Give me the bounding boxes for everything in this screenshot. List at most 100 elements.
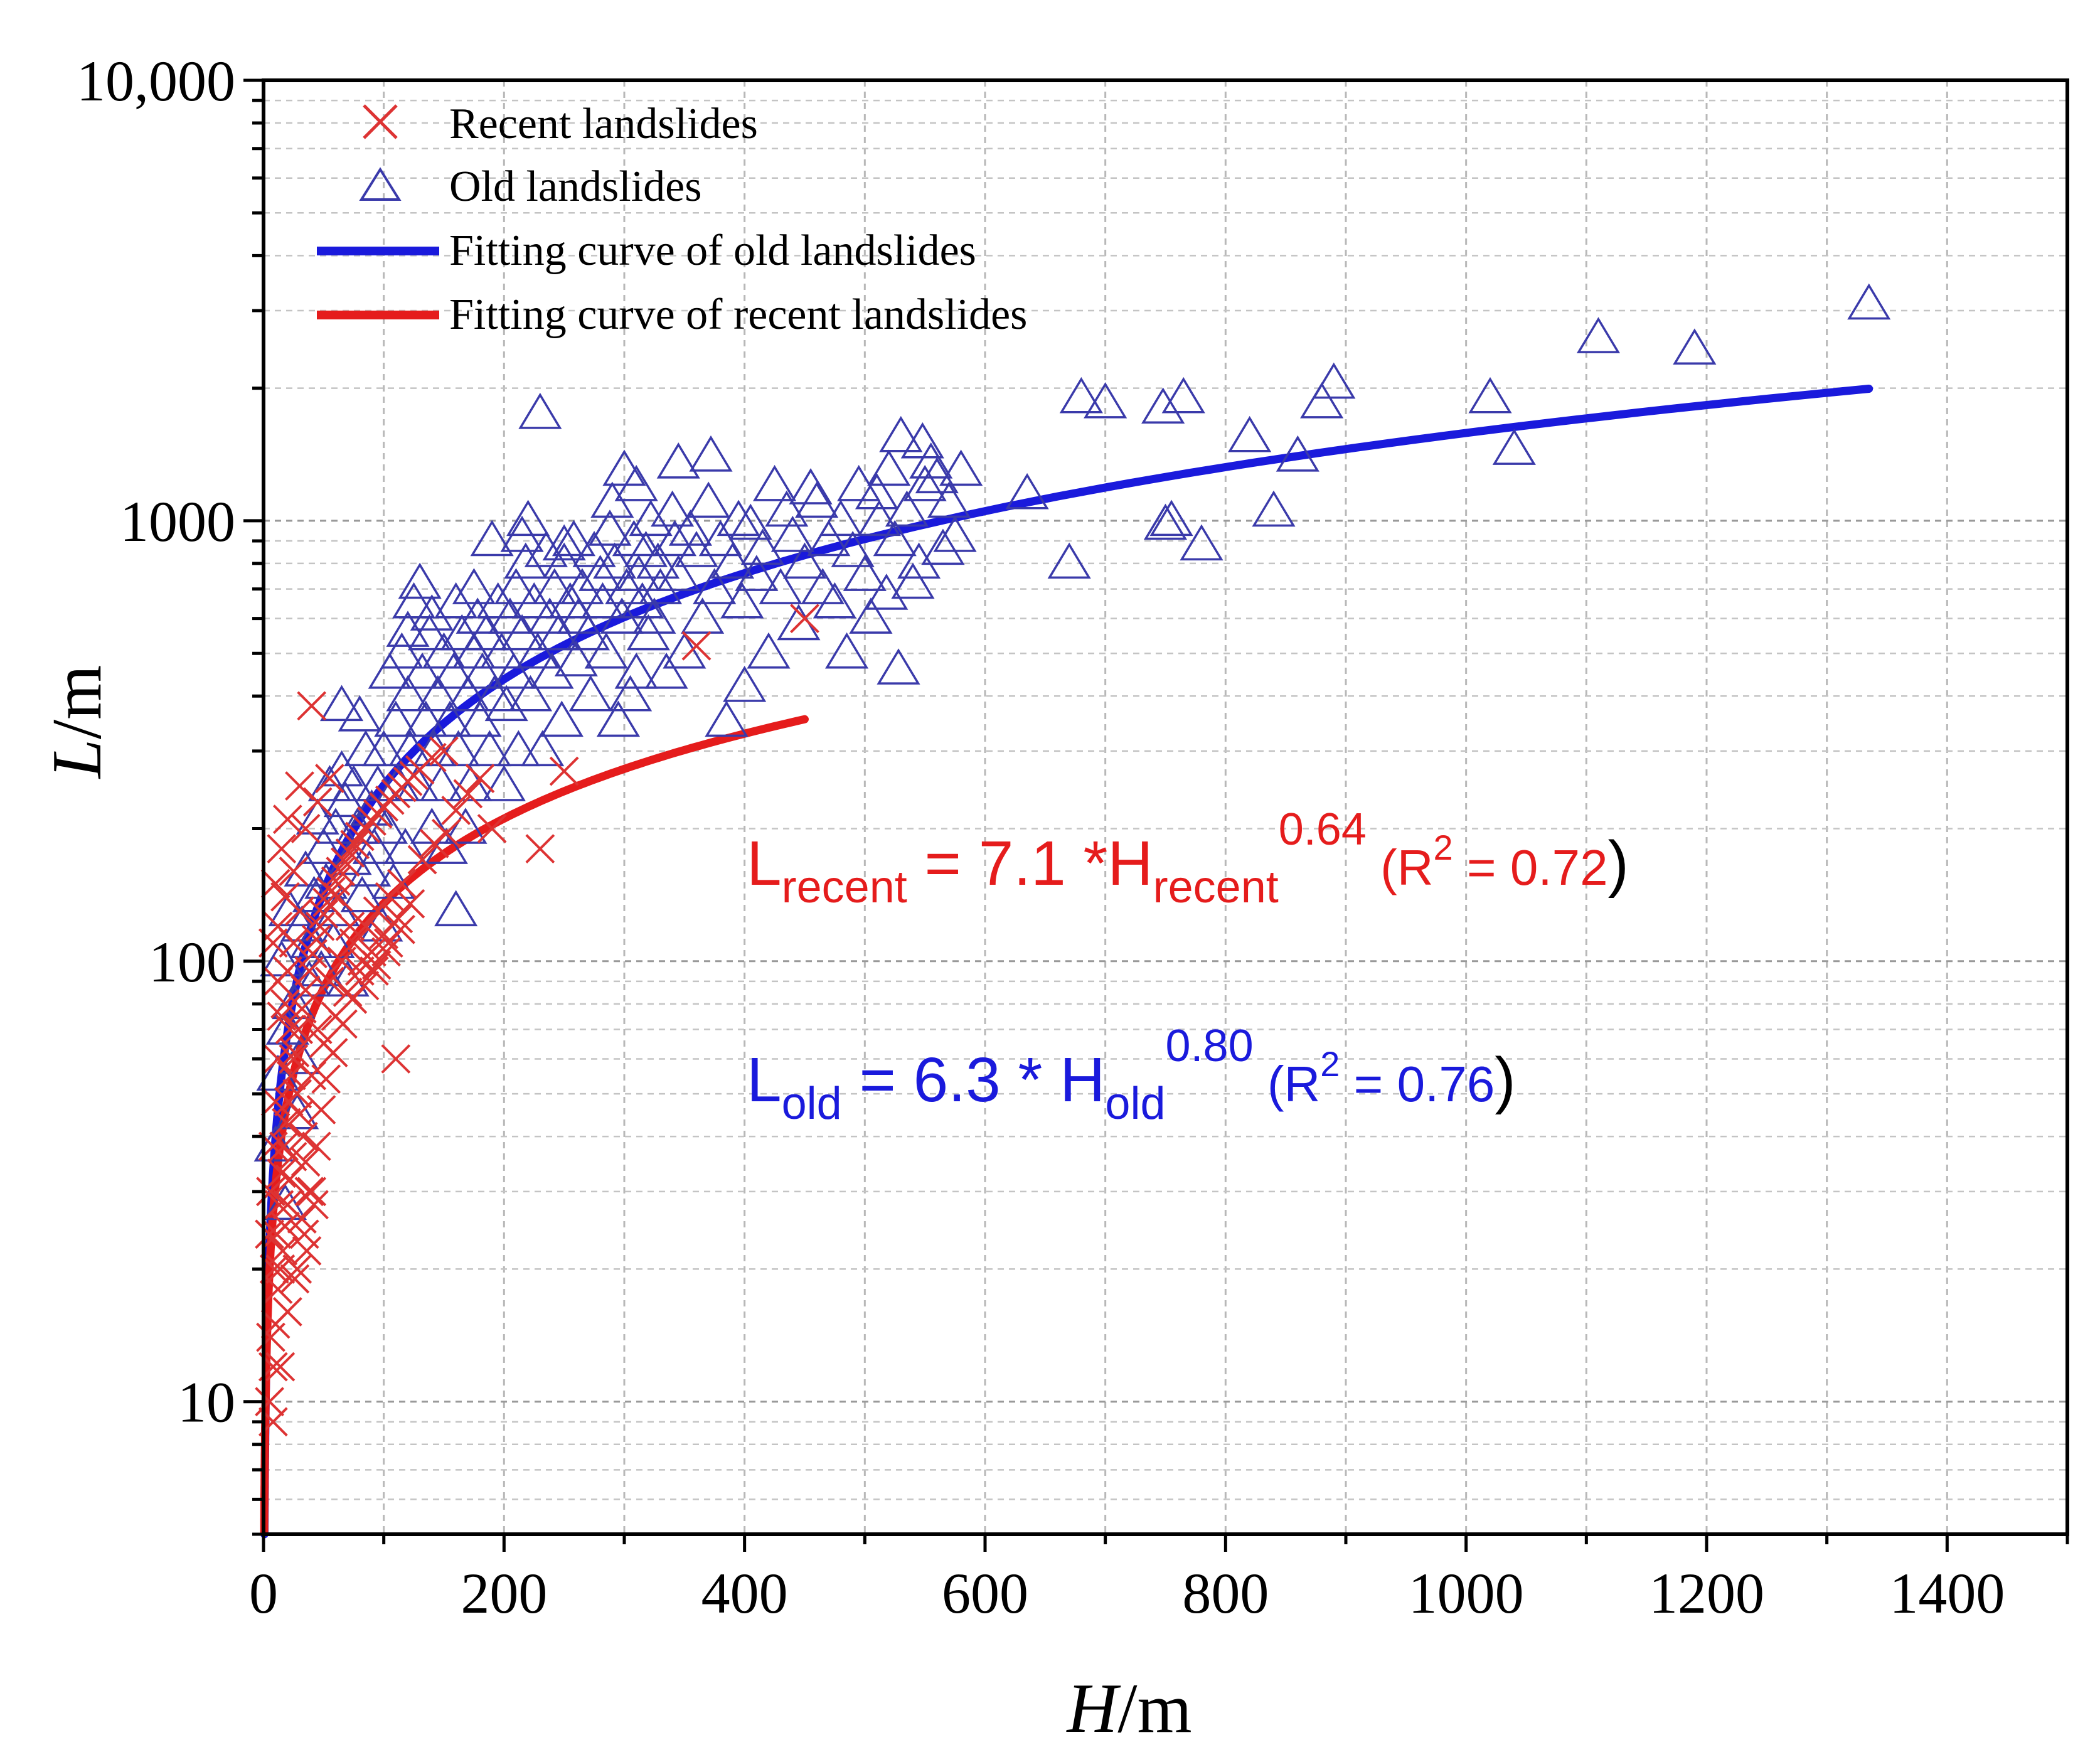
recent-landslide-point: [441, 796, 471, 825]
recent-point-stroke: [268, 1236, 298, 1266]
old-landslide-point: [540, 700, 584, 737]
recent-landslide-point: [280, 1264, 310, 1294]
old-landslide-point: [1847, 283, 1891, 320]
old-landslide-point: [915, 457, 959, 494]
recent-landslide-point: [381, 1044, 411, 1074]
old-landslide-point: [656, 442, 700, 479]
old-landslide-point: [873, 520, 917, 557]
recent-point-stroke: [387, 868, 417, 899]
eq-recent-r-exp: 2: [1434, 828, 1453, 867]
recent-landslide-point: [335, 838, 365, 868]
x-tick-label: 600: [942, 1561, 1028, 1625]
recent-point-stroke: [255, 1219, 284, 1249]
old-landslide-point: [398, 562, 442, 599]
recent-landslide-point: [309, 899, 339, 929]
old-landslide-point: [865, 574, 909, 610]
legend-label-recent-fit: Fitting curve of recent landslides: [449, 291, 1027, 339]
recent-landslide-point: [272, 956, 302, 986]
y-tick-label: 1000: [120, 489, 235, 553]
old-landslide-point: [472, 675, 516, 712]
recent-landslide-point: [312, 887, 342, 917]
old-landslide-point: [388, 730, 432, 767]
old-landslide-point: [580, 582, 625, 619]
eq-old-sub2: old: [1105, 1079, 1165, 1129]
old-landslide-point: [663, 632, 706, 669]
old-landslide-point: [596, 700, 641, 737]
recent-landslide-point: [264, 1190, 294, 1220]
old-landslide-point: [837, 464, 881, 501]
recent-landslide-point: [285, 771, 314, 801]
old-landslide-point: [693, 568, 737, 604]
recent-point-stroke: [318, 1038, 348, 1067]
recent-landslide-point: [275, 1015, 305, 1044]
old-landslide-point: [710, 542, 755, 579]
recent-point-stroke: [327, 946, 356, 976]
old-landslide-point: [344, 730, 388, 767]
recent-point-stroke: [272, 1108, 301, 1138]
old-landslide-point: [638, 568, 683, 604]
old-landslide-point: [311, 922, 355, 959]
old-landslide-point: [470, 520, 514, 557]
old-landslide-point: [449, 765, 493, 801]
old-landslide-point: [656, 555, 700, 591]
recent-point-stroke: [299, 1190, 329, 1220]
recent-landslide-point: [344, 821, 375, 852]
recent-landslide-point: [349, 971, 380, 1001]
recent-point-stroke: [315, 764, 344, 793]
recent-point-stroke: [290, 814, 321, 843]
x-tick-label: 1400: [1889, 1561, 2005, 1625]
recent-point-stroke: [255, 1387, 284, 1417]
old-landslide-point: [636, 542, 680, 579]
old-landslide-point: [302, 828, 346, 864]
old-landslide-point: [496, 730, 540, 767]
old-landslide-point: [578, 555, 622, 591]
old-landslide-point: [1576, 317, 1621, 353]
old-landslide-point: [521, 730, 565, 767]
legend-marker-old: [359, 167, 402, 201]
old-landslide-point: [484, 685, 528, 722]
old-landslide-point: [446, 675, 490, 712]
old-landslide-point: [651, 490, 695, 527]
old-landslide-point: [416, 675, 460, 712]
recent-landslide-point: [301, 1131, 331, 1162]
old-landslide-point: [728, 503, 772, 540]
old-landslide-point: [801, 568, 845, 604]
recent-point-stroke: [344, 821, 375, 852]
old-landslide-point: [877, 648, 920, 685]
old-landslide-point: [602, 449, 646, 486]
recent-landslide-point: [790, 604, 819, 634]
old-landslide-point: [789, 468, 833, 505]
recent-landslide-point: [270, 989, 300, 1019]
old-landslide-point: [600, 597, 644, 634]
recent-landslide-point: [302, 787, 333, 817]
eq-recent-L: L: [747, 828, 782, 899]
recent-point-stroke: [349, 971, 380, 1001]
old-landslide-point: [1228, 415, 1272, 452]
recent-point-stroke: [282, 1254, 312, 1284]
recent-point-stroke: [260, 868, 290, 899]
old-landslide-point: [268, 890, 312, 927]
recent-point-stroke: [285, 771, 314, 801]
recent-landslide-point: [306, 1095, 336, 1124]
recent-point-stroke: [371, 937, 401, 967]
old-landslide-point: [516, 632, 560, 669]
recent-landslide-point: [386, 914, 415, 944]
recent-point-stroke: [441, 796, 471, 825]
old-landslide-point: [1180, 524, 1223, 561]
old-landslide-point: [319, 685, 364, 722]
eq-recent-r-tail: = 0.72: [1453, 840, 1608, 895]
y-axis-title-italic: L: [38, 739, 116, 779]
legend-label-recent: Recent landslides: [449, 100, 758, 148]
old-landslide-point: [380, 632, 424, 669]
recent-landslide-point: [387, 868, 417, 899]
recent-point-stroke: [262, 1219, 292, 1249]
recent-point-stroke: [297, 691, 327, 721]
eq-recent-sub1: recent: [782, 862, 907, 912]
old-landslide-point: [644, 652, 688, 689]
recent-point-stroke: [306, 1095, 336, 1124]
recent-landslide-point: [315, 966, 344, 996]
eq-recent-main: = 7.1 *H: [907, 828, 1153, 899]
old-landslide-point: [368, 652, 412, 689]
old-landslide-point: [921, 528, 965, 565]
recent-landslide-point: [323, 882, 353, 912]
